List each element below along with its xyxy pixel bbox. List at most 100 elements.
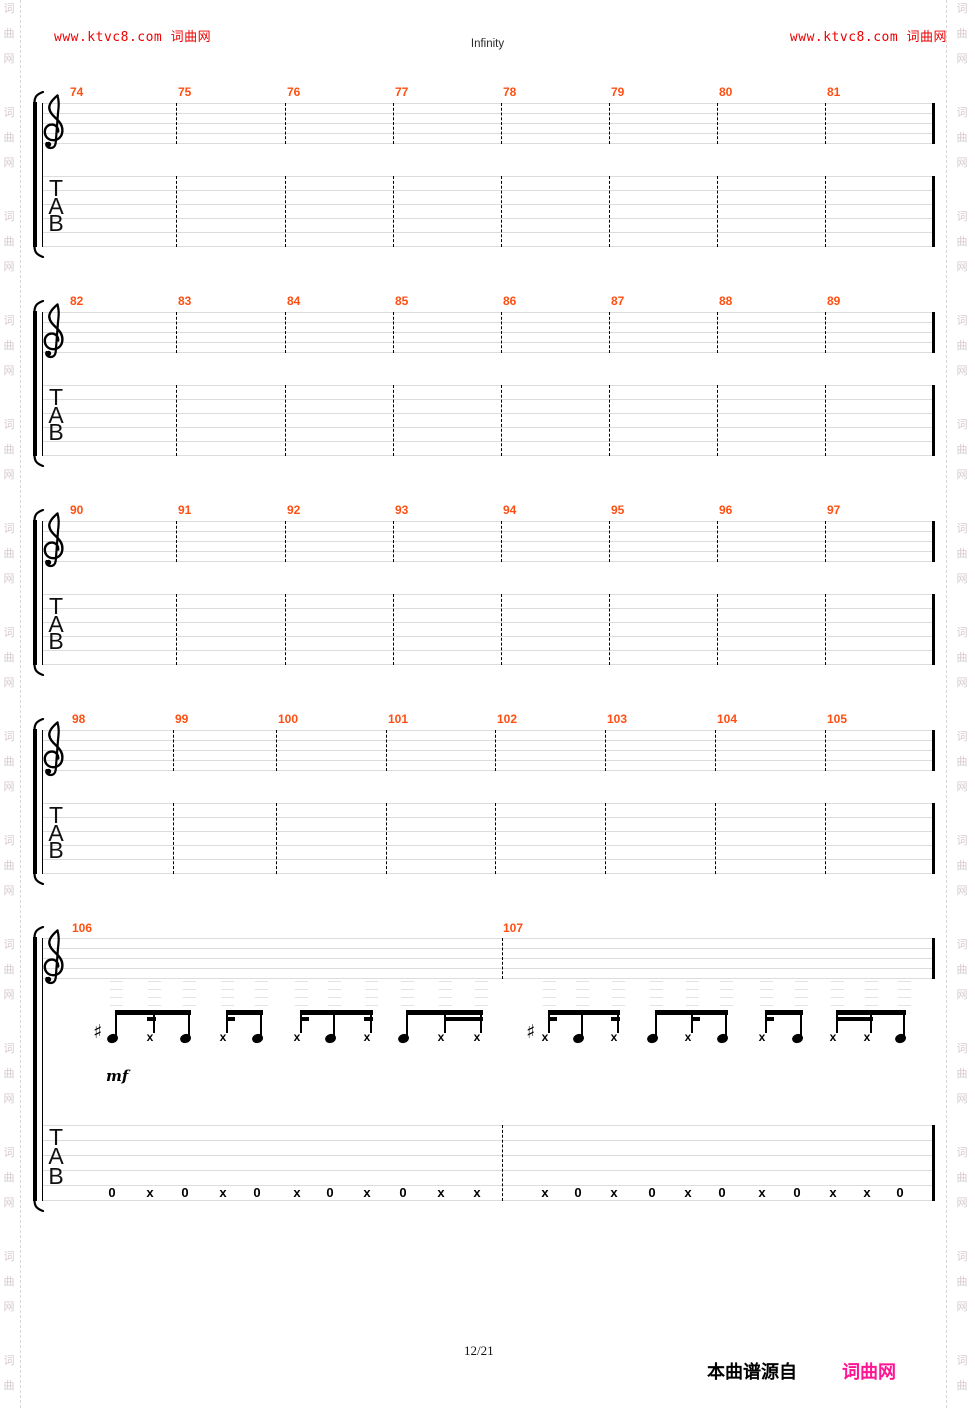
side-watermark-char: 词 [3,1043,15,1055]
ledger-dash [110,989,123,990]
barline-treble [285,521,286,562]
tab-staff-line [42,622,935,623]
ledger-dash [148,989,161,990]
ledger-dash [576,989,589,990]
dynamic-marking: mf [106,1067,129,1085]
side-watermark-char: 曲 [956,652,968,664]
tab-staff-line [42,845,935,846]
barline-tab [276,803,277,874]
treble-staff-line [42,352,935,353]
tab-fret-symbol: x [146,1185,154,1200]
ledger-dash [831,989,844,990]
notehead [105,1032,119,1044]
ledger-dash [365,997,378,998]
side-watermark-char: 曲 [3,1068,15,1080]
tab-staff-line [42,636,935,637]
side-watermark-char: 网 [3,677,15,689]
tab-staff-label: T [48,593,64,619]
system-start-barline [42,938,43,1201]
tab-staff-label: B [48,837,64,864]
barline-tab [715,803,716,874]
note-stem [655,1012,657,1036]
side-watermark-char: 网 [3,469,15,481]
notehead [250,1032,264,1044]
measure-number: 102 [497,712,518,726]
note-stem [800,1012,802,1036]
source-credit-text: 本曲谱源自 [707,1362,797,1382]
x-notehead: x [758,1030,766,1044]
side-watermark-char: 曲 [3,340,15,352]
measure-number: 75 [178,85,192,99]
ledger-dash [831,1005,844,1006]
side-watermark-char: 曲 [3,1380,15,1392]
ledger-dash [255,981,268,982]
tab-fret-symbol: x [610,1185,618,1200]
notehead [396,1032,410,1044]
treble-staff-line [42,760,935,761]
treble-staff-line [42,541,935,542]
measure-number: 103 [607,712,628,726]
tab-staff-line [42,817,935,818]
tab-staff-line [42,859,935,860]
x-notehead: x [363,1030,371,1044]
barline-tab [609,176,610,247]
side-watermark-char: 网 [956,677,968,689]
barline-treble [717,103,718,144]
system-start-barline [42,521,43,665]
ledger-dash [612,997,625,998]
treble-staff-line [42,521,935,522]
note-stem [370,1012,372,1033]
side-watermark-char: 网 [3,365,15,377]
ledger-dash [760,989,773,990]
ledger-dash [576,997,589,998]
ledger-dash [110,981,123,982]
side-watermark-char: 曲 [3,1172,15,1184]
measure-number: 94 [503,503,517,517]
ledger-dash [148,1005,161,1006]
side-watermark-char: 网 [3,157,15,169]
measure-number: 91 [178,503,192,517]
notehead [571,1032,585,1044]
treble-staff-line [42,968,935,969]
barline-tab [501,176,502,247]
side-watermark-char: 曲 [956,28,968,40]
ledger-dash [898,997,911,998]
note-stem [333,1012,335,1036]
ledger-dash [295,997,308,998]
ledger-dash [865,981,878,982]
measure-number: 89 [827,294,841,308]
side-watermark-char: 网 [3,53,15,65]
final-barline-tab [932,1125,935,1201]
treble-clef-icon [43,303,64,359]
ledger-dash [439,989,452,990]
x-notehead: x [293,1030,301,1044]
note-stem [581,1012,583,1036]
tab-staff-label: T [48,1124,64,1150]
tab-staff-label: A [48,192,64,219]
measure-number: 95 [611,503,625,517]
ledger-dash [760,1005,773,1006]
side-watermark-char: 词 [3,939,15,951]
tab-staff-line [42,664,935,665]
treble-staff-line [42,938,935,939]
treble-clef-icon [43,94,64,150]
side-watermark-char: 网 [956,365,968,377]
barline-tab [605,803,606,874]
barline-tab [609,385,610,456]
tab-fret-symbol: 0 [253,1185,261,1200]
barline-tab [393,385,394,456]
final-barline-treble [932,730,935,771]
side-watermark-char: 词 [956,1043,968,1055]
ledger-dash [401,997,414,998]
measure-number: 104 [717,712,738,726]
side-watermark-char: 曲 [956,964,968,976]
system-start-barline [42,103,43,247]
side-watermark-char: 网 [3,989,15,1001]
tab-staff-line [42,1155,935,1156]
tab-fret-symbol: 0 [399,1185,407,1200]
ledger-dash [760,981,773,982]
note-stem [188,1012,190,1036]
measure-number: 98 [72,712,86,726]
ledger-dash [255,997,268,998]
measure-number: 87 [611,294,625,308]
